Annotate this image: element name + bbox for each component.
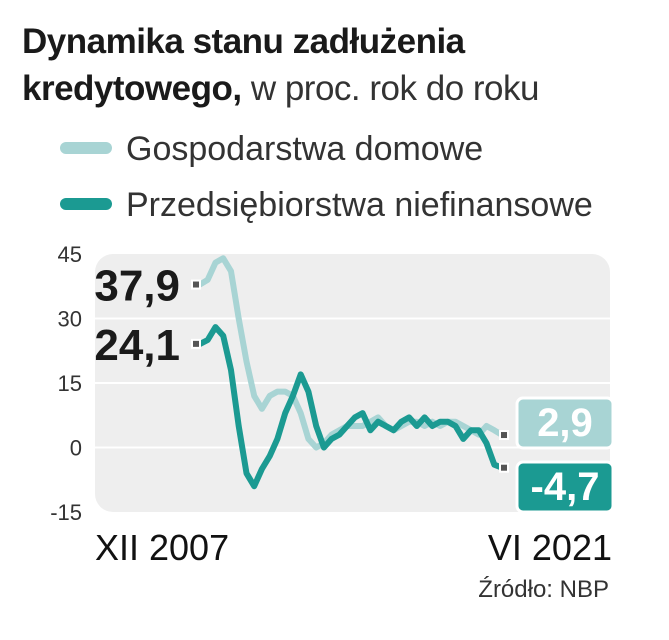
start-value-households: 37,9: [94, 262, 180, 311]
title-bold-line2: kredytowego,: [22, 69, 242, 108]
end-value-households-box: [515, 396, 615, 450]
y-tick-label: 0: [70, 436, 82, 461]
end-value-companies: -4,7: [531, 465, 600, 509]
start-marker-households-dot: [193, 281, 199, 288]
source-note: Źródło: NBP: [478, 576, 609, 603]
title-bold-line1: Dynamika stanu zadłużenia: [22, 22, 465, 61]
start-value-companies: 24,1: [94, 321, 180, 370]
series-line-companies: [197, 324, 505, 490]
x-end-label: VI 2021: [488, 527, 612, 568]
end-value-households: 2,9: [537, 401, 593, 445]
y-tick-label: 30: [58, 307, 82, 332]
legend-swatch-companies: [60, 198, 112, 211]
y-tick-label: 15: [58, 371, 82, 396]
end-value-companies-box: [515, 460, 615, 514]
end-marker-households-dot: [501, 432, 507, 439]
y-tick-label: -15: [50, 500, 82, 525]
legend-item-companies: Przedsiębiorstwa niefinansowe: [60, 185, 593, 225]
legend-label-households: Gospodarstwa domowe: [126, 130, 484, 168]
x-start-label: XII 2007: [95, 527, 229, 568]
legend-swatch-households: [60, 142, 112, 155]
legend-item-households: Gospodarstwa domowe: [60, 129, 483, 169]
y-tick-label: 45: [58, 242, 82, 267]
title-subtitle: w proc. rok do roku: [250, 69, 540, 108]
start-marker-companies-dot: [193, 340, 199, 347]
chart-title: Dynamika stanu zadłużenia kredytowego, w…: [22, 18, 652, 112]
legend-label-companies: Przedsiębiorstwa niefinansowe: [126, 186, 593, 224]
end-marker-companies-dot: [501, 464, 507, 471]
